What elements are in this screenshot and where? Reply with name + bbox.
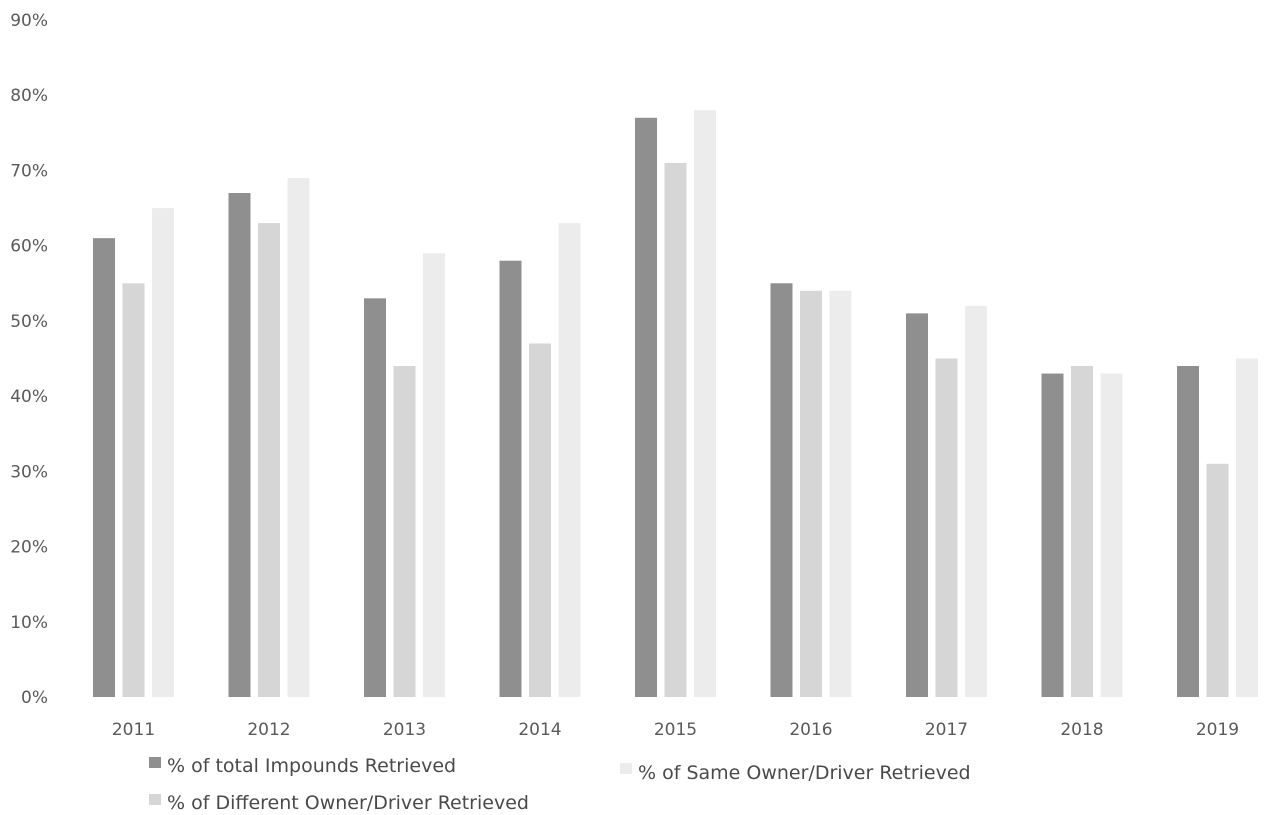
bar — [935, 358, 958, 697]
y-tick-label: 30% — [10, 462, 48, 482]
x-tick-label: 2018 — [1060, 720, 1103, 740]
bar — [558, 223, 581, 697]
bar — [93, 238, 115, 697]
y-tick-label: 60% — [10, 237, 48, 257]
bar — [906, 313, 928, 697]
bar — [122, 283, 145, 697]
bar — [829, 290, 852, 697]
y-tick-label: 0% — [21, 688, 48, 708]
bar-group — [770, 283, 852, 697]
x-axis: 2011 2012 2013 2014 2015 2016 2017 2018 2019 — [112, 720, 1239, 740]
bar — [664, 162, 687, 697]
bar-group — [93, 208, 174, 698]
y-tick-label: 20% — [10, 538, 48, 558]
y-tick-label: 50% — [10, 312, 48, 332]
x-tick-label: 2017 — [925, 720, 968, 740]
y-tick-label: 40% — [10, 387, 48, 407]
x-tick-label: 2013 — [383, 720, 426, 740]
bar-group — [906, 305, 987, 697]
legend-swatch-same — [620, 763, 632, 774]
bar — [1041, 373, 1064, 697]
legend: % of total Impounds Retrieved % of Same … — [149, 755, 971, 814]
plot-area — [93, 110, 1258, 698]
x-tick-label: 2012 — [247, 720, 290, 740]
x-tick-label: 2015 — [654, 720, 697, 740]
bar — [1236, 358, 1258, 697]
x-tick-label: 2014 — [518, 720, 561, 740]
bar — [1177, 366, 1199, 697]
bar-group — [364, 253, 445, 697]
x-tick-label: 2016 — [789, 720, 832, 740]
bar — [287, 177, 310, 697]
bar — [393, 366, 416, 697]
legend-label-different: % of Different Owner/Driver Retrieved — [167, 792, 529, 814]
bar — [529, 343, 551, 697]
bar — [364, 298, 386, 697]
bar — [965, 305, 987, 697]
bar — [228, 193, 251, 697]
bar — [423, 253, 445, 697]
x-tick-label: 2019 — [1196, 720, 1239, 740]
bar — [1100, 373, 1123, 697]
bar — [499, 260, 522, 697]
x-tick-label: 2011 — [112, 720, 155, 740]
bar-group — [1041, 366, 1123, 697]
bar — [1206, 463, 1229, 697]
legend-label-total: % of total Impounds Retrieved — [167, 755, 456, 777]
y-tick-label: 80% — [10, 86, 48, 106]
bar — [635, 117, 657, 698]
bar-group — [228, 177, 310, 697]
bar-group — [635, 110, 716, 698]
bar-group — [499, 223, 581, 697]
bar — [258, 223, 280, 697]
y-axis: 0% 10% 20% 30% 40% 50% 60% 70% 80% 90% — [10, 11, 48, 708]
legend-label-same: % of Same Owner/Driver Retrieved — [638, 762, 971, 784]
legend-swatch-different — [149, 794, 161, 805]
legend-swatch-total — [149, 757, 161, 768]
bar — [800, 290, 822, 697]
bar — [694, 110, 716, 698]
bar-group — [1177, 358, 1258, 697]
bar — [152, 208, 174, 698]
y-tick-label: 70% — [10, 161, 48, 181]
bar — [770, 283, 793, 697]
y-tick-label: 10% — [10, 613, 48, 633]
bar — [1071, 366, 1093, 697]
y-tick-label: 90% — [10, 11, 48, 31]
